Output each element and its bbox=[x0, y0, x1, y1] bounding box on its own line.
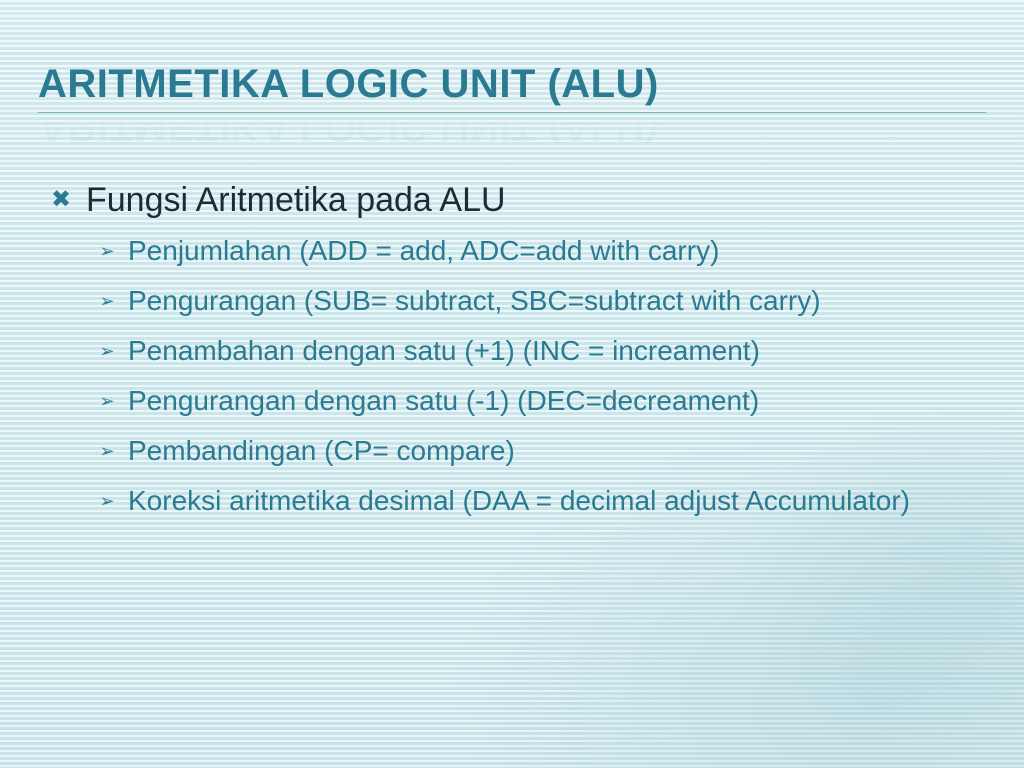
item-text: Penjumlahan (ADD = add, ADC=add with car… bbox=[128, 234, 719, 268]
content-area: ✖ Fungsi Aritmetika pada ALU ➢ Penjumlah… bbox=[50, 180, 974, 534]
title-underline bbox=[38, 112, 986, 113]
item-text: Koreksi aritmetika desimal (DAA = decima… bbox=[128, 484, 910, 518]
chevron-bullet-icon: ➢ bbox=[98, 284, 116, 318]
list-item: ➢ Penambahan dengan satu (+1) (INC = inc… bbox=[98, 334, 974, 368]
title-area: ARITMETIKA LOGIC UNIT (ALU) ARITMETIKA L… bbox=[38, 62, 986, 107]
list-item: ✖ Fungsi Aritmetika pada ALU bbox=[50, 180, 974, 220]
chevron-bullet-icon: ➢ bbox=[98, 234, 116, 268]
list-item: ➢ Pengurangan (SUB= subtract, SBC=subtra… bbox=[98, 284, 974, 318]
list-item: ➢ Penjumlahan (ADD = add, ADC=add with c… bbox=[98, 234, 974, 268]
list-item: ➢ Koreksi aritmetika desimal (DAA = deci… bbox=[98, 484, 974, 518]
chevron-bullet-icon: ➢ bbox=[98, 434, 116, 468]
cross-bullet-icon: ✖ bbox=[50, 180, 72, 220]
chevron-bullet-icon: ➢ bbox=[98, 484, 116, 518]
item-text: Pengurangan dengan satu (-1) (DEC=decrea… bbox=[128, 384, 759, 418]
chevron-bullet-icon: ➢ bbox=[98, 334, 116, 368]
item-text: Penambahan dengan satu (+1) (INC = incre… bbox=[128, 334, 760, 368]
item-text: Pengurangan (SUB= subtract, SBC=subtract… bbox=[128, 284, 821, 318]
slide-title-reflection: ARITMETIKA LOGIC UNIT (ALU) bbox=[38, 104, 659, 149]
heading-text: Fungsi Aritmetika pada ALU bbox=[86, 180, 506, 220]
list-item: ➢ Pengurangan dengan satu (-1) (DEC=decr… bbox=[98, 384, 974, 418]
slide-title: ARITMETIKA LOGIC UNIT (ALU) bbox=[38, 62, 659, 107]
item-text: Pembandingan (CP= compare) bbox=[128, 434, 515, 468]
list-item: ➢ Pembandingan (CP= compare) bbox=[98, 434, 974, 468]
chevron-bullet-icon: ➢ bbox=[98, 384, 116, 418]
